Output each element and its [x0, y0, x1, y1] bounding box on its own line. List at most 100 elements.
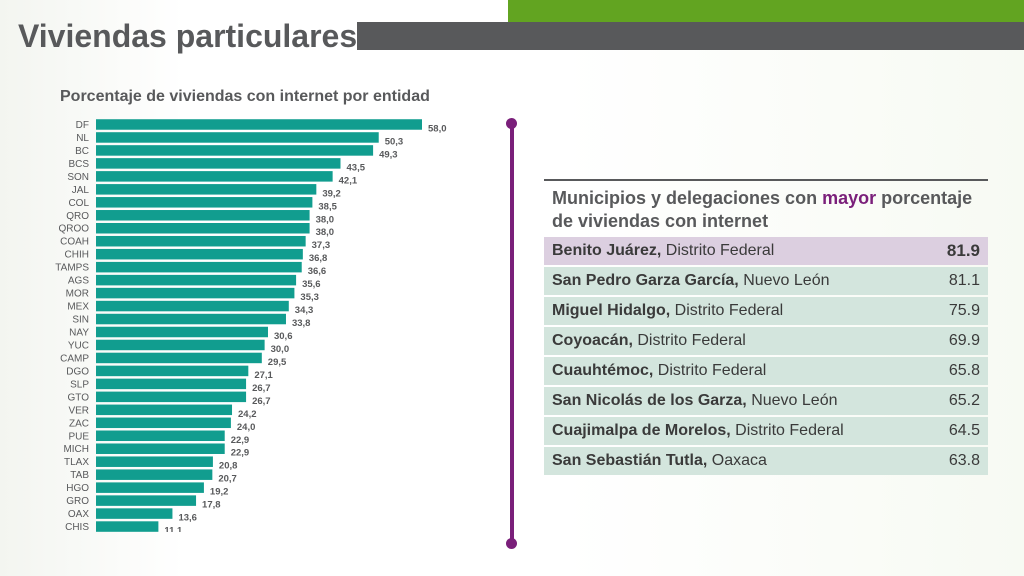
bar — [96, 495, 197, 506]
municipio-bold: Cuajimalpa de Morelos, — [552, 422, 731, 439]
value-label: 43,5 — [347, 162, 366, 173]
value-label: 33,8 — [292, 318, 311, 329]
page-title: Viviendas particulares — [18, 18, 358, 54]
bar — [96, 443, 225, 454]
category-label: MICH — [63, 444, 89, 455]
municipio-value: 81.1 — [948, 272, 980, 289]
bar — [96, 469, 213, 480]
category-label: JAL — [72, 185, 90, 196]
municipio-name: San Sebastián Tutla, Oaxaca — [552, 452, 767, 470]
bar — [96, 404, 233, 416]
bar — [96, 119, 422, 130]
bar — [96, 222, 310, 234]
value-label: 26,7 — [252, 383, 271, 394]
value-label: 19,2 — [210, 487, 229, 498]
value-label: 49,3 — [379, 149, 398, 160]
municipio-bold: San Nicolás de los Garza, — [552, 392, 747, 409]
table-rows: Benito Juárez, Distrito Federal 81.9 San P… — [544, 237, 988, 475]
table-row: San Pedro Garza García, Nuevo León 81.1 — [544, 267, 988, 295]
estado-name: Nuevo León — [738, 272, 830, 289]
municipio-bold: San Pedro Garza García, — [552, 272, 739, 289]
bar — [96, 171, 333, 182]
bar — [96, 313, 286, 325]
municipio-bold: San Sebastián Tutla, — [552, 452, 708, 469]
value-label: 35,3 — [300, 292, 319, 303]
bar — [96, 145, 374, 156]
category-label: SLP — [70, 379, 89, 390]
bar — [96, 352, 262, 364]
table-row: San Nicolás de los Garza, Nuevo León 65.2 — [544, 387, 988, 415]
value-label: 26,7 — [252, 396, 271, 407]
category-label: COAH — [60, 237, 89, 248]
table-row: Cuauhtémoc, Distrito Federal 65.8 — [544, 357, 988, 385]
category-label: DGO — [66, 366, 89, 377]
value-label: 38,0 — [316, 227, 335, 238]
value-label: 38,0 — [316, 214, 335, 225]
bar — [96, 482, 204, 493]
divider-dot-top — [506, 118, 517, 129]
municipio-name: Coyoacán, Distrito Federal — [552, 332, 746, 350]
value-label: 30,6 — [274, 331, 293, 342]
category-label: OAX — [68, 509, 89, 520]
value-label: 22,9 — [231, 448, 250, 459]
bar — [96, 326, 268, 338]
category-label: COL — [68, 198, 89, 209]
table-row: San Sebastián Tutla, Oaxaca 63.8 — [544, 447, 988, 475]
municipio-name: San Pedro Garza García, Nuevo León — [552, 272, 829, 290]
bar — [96, 287, 295, 299]
estado-name: Nuevo León — [746, 392, 838, 409]
municipio-value: 65.8 — [948, 362, 980, 379]
table-header: Municipios y delegaciones con mayor porc… — [544, 181, 988, 237]
estado-name: Distrito Federal — [730, 422, 844, 439]
category-label: TAMPS — [55, 263, 89, 274]
value-label: 20,8 — [219, 461, 238, 472]
bar — [96, 235, 306, 247]
bar — [96, 391, 247, 403]
value-label: 24,2 — [238, 409, 257, 420]
bar — [96, 456, 213, 467]
category-label: PUE — [68, 431, 89, 442]
value-label: 58,0 — [428, 123, 447, 134]
table-row: Cuajimalpa de Morelos, Distrito Federal 6… — [544, 417, 988, 445]
category-label: GRO — [66, 496, 89, 507]
category-label: CHIS — [65, 522, 89, 532]
bar — [96, 158, 341, 169]
chart-title: Porcentaje de viviendas con internet por… — [60, 88, 430, 105]
bar — [96, 508, 173, 519]
municipio-value: 81.9 — [946, 241, 980, 260]
municipio-name: Cuauhtémoc, Distrito Federal — [552, 362, 766, 380]
municipio-value: 69.9 — [948, 332, 980, 349]
value-label: 39,2 — [322, 188, 341, 199]
top-accent-bar — [508, 0, 1024, 22]
category-label: GTO — [68, 392, 90, 403]
value-label: 36,8 — [309, 253, 328, 264]
bar-chart: DF 58,0 NL 50,3 BC 49,3 BCS 43,5 SON 42,1 JAL 39,2 C… — [55, 119, 447, 532]
category-label: HGO — [66, 483, 89, 494]
municipio-value: 75.9 — [948, 302, 980, 319]
bar — [96, 132, 379, 143]
category-label: AGS — [68, 276, 89, 287]
value-label: 20,7 — [218, 474, 237, 485]
value-label: 11,1 — [164, 526, 183, 532]
municipio-bold: Miguel Hidalgo, — [552, 302, 671, 319]
category-label: NL — [76, 133, 89, 144]
category-label: MEX — [67, 302, 89, 313]
value-label: 37,3 — [312, 240, 331, 251]
municipio-name: San Nicolás de los Garza, Nuevo León — [552, 392, 837, 410]
value-label: 17,8 — [202, 500, 221, 511]
bar — [96, 261, 302, 273]
category-label: NAY — [69, 328, 89, 339]
municipio-value: 64.5 — [948, 422, 980, 439]
category-label: BCS — [68, 159, 89, 170]
table-row: Benito Juárez, Distrito Federal 81.9 — [544, 237, 988, 265]
municipio-name: Benito Juárez, Distrito Federal — [552, 242, 774, 260]
category-label: YUC — [68, 340, 89, 351]
table-header-text: Municipios y delegaciones con — [552, 188, 823, 208]
value-label: 42,1 — [339, 175, 358, 186]
bar — [96, 197, 313, 208]
table-header-highlight: mayor — [822, 188, 877, 208]
estado-name: Distrito Federal — [632, 332, 746, 349]
category-label: QRO — [66, 211, 89, 222]
category-label: SON — [67, 172, 89, 183]
category-label: QROO — [58, 224, 89, 235]
